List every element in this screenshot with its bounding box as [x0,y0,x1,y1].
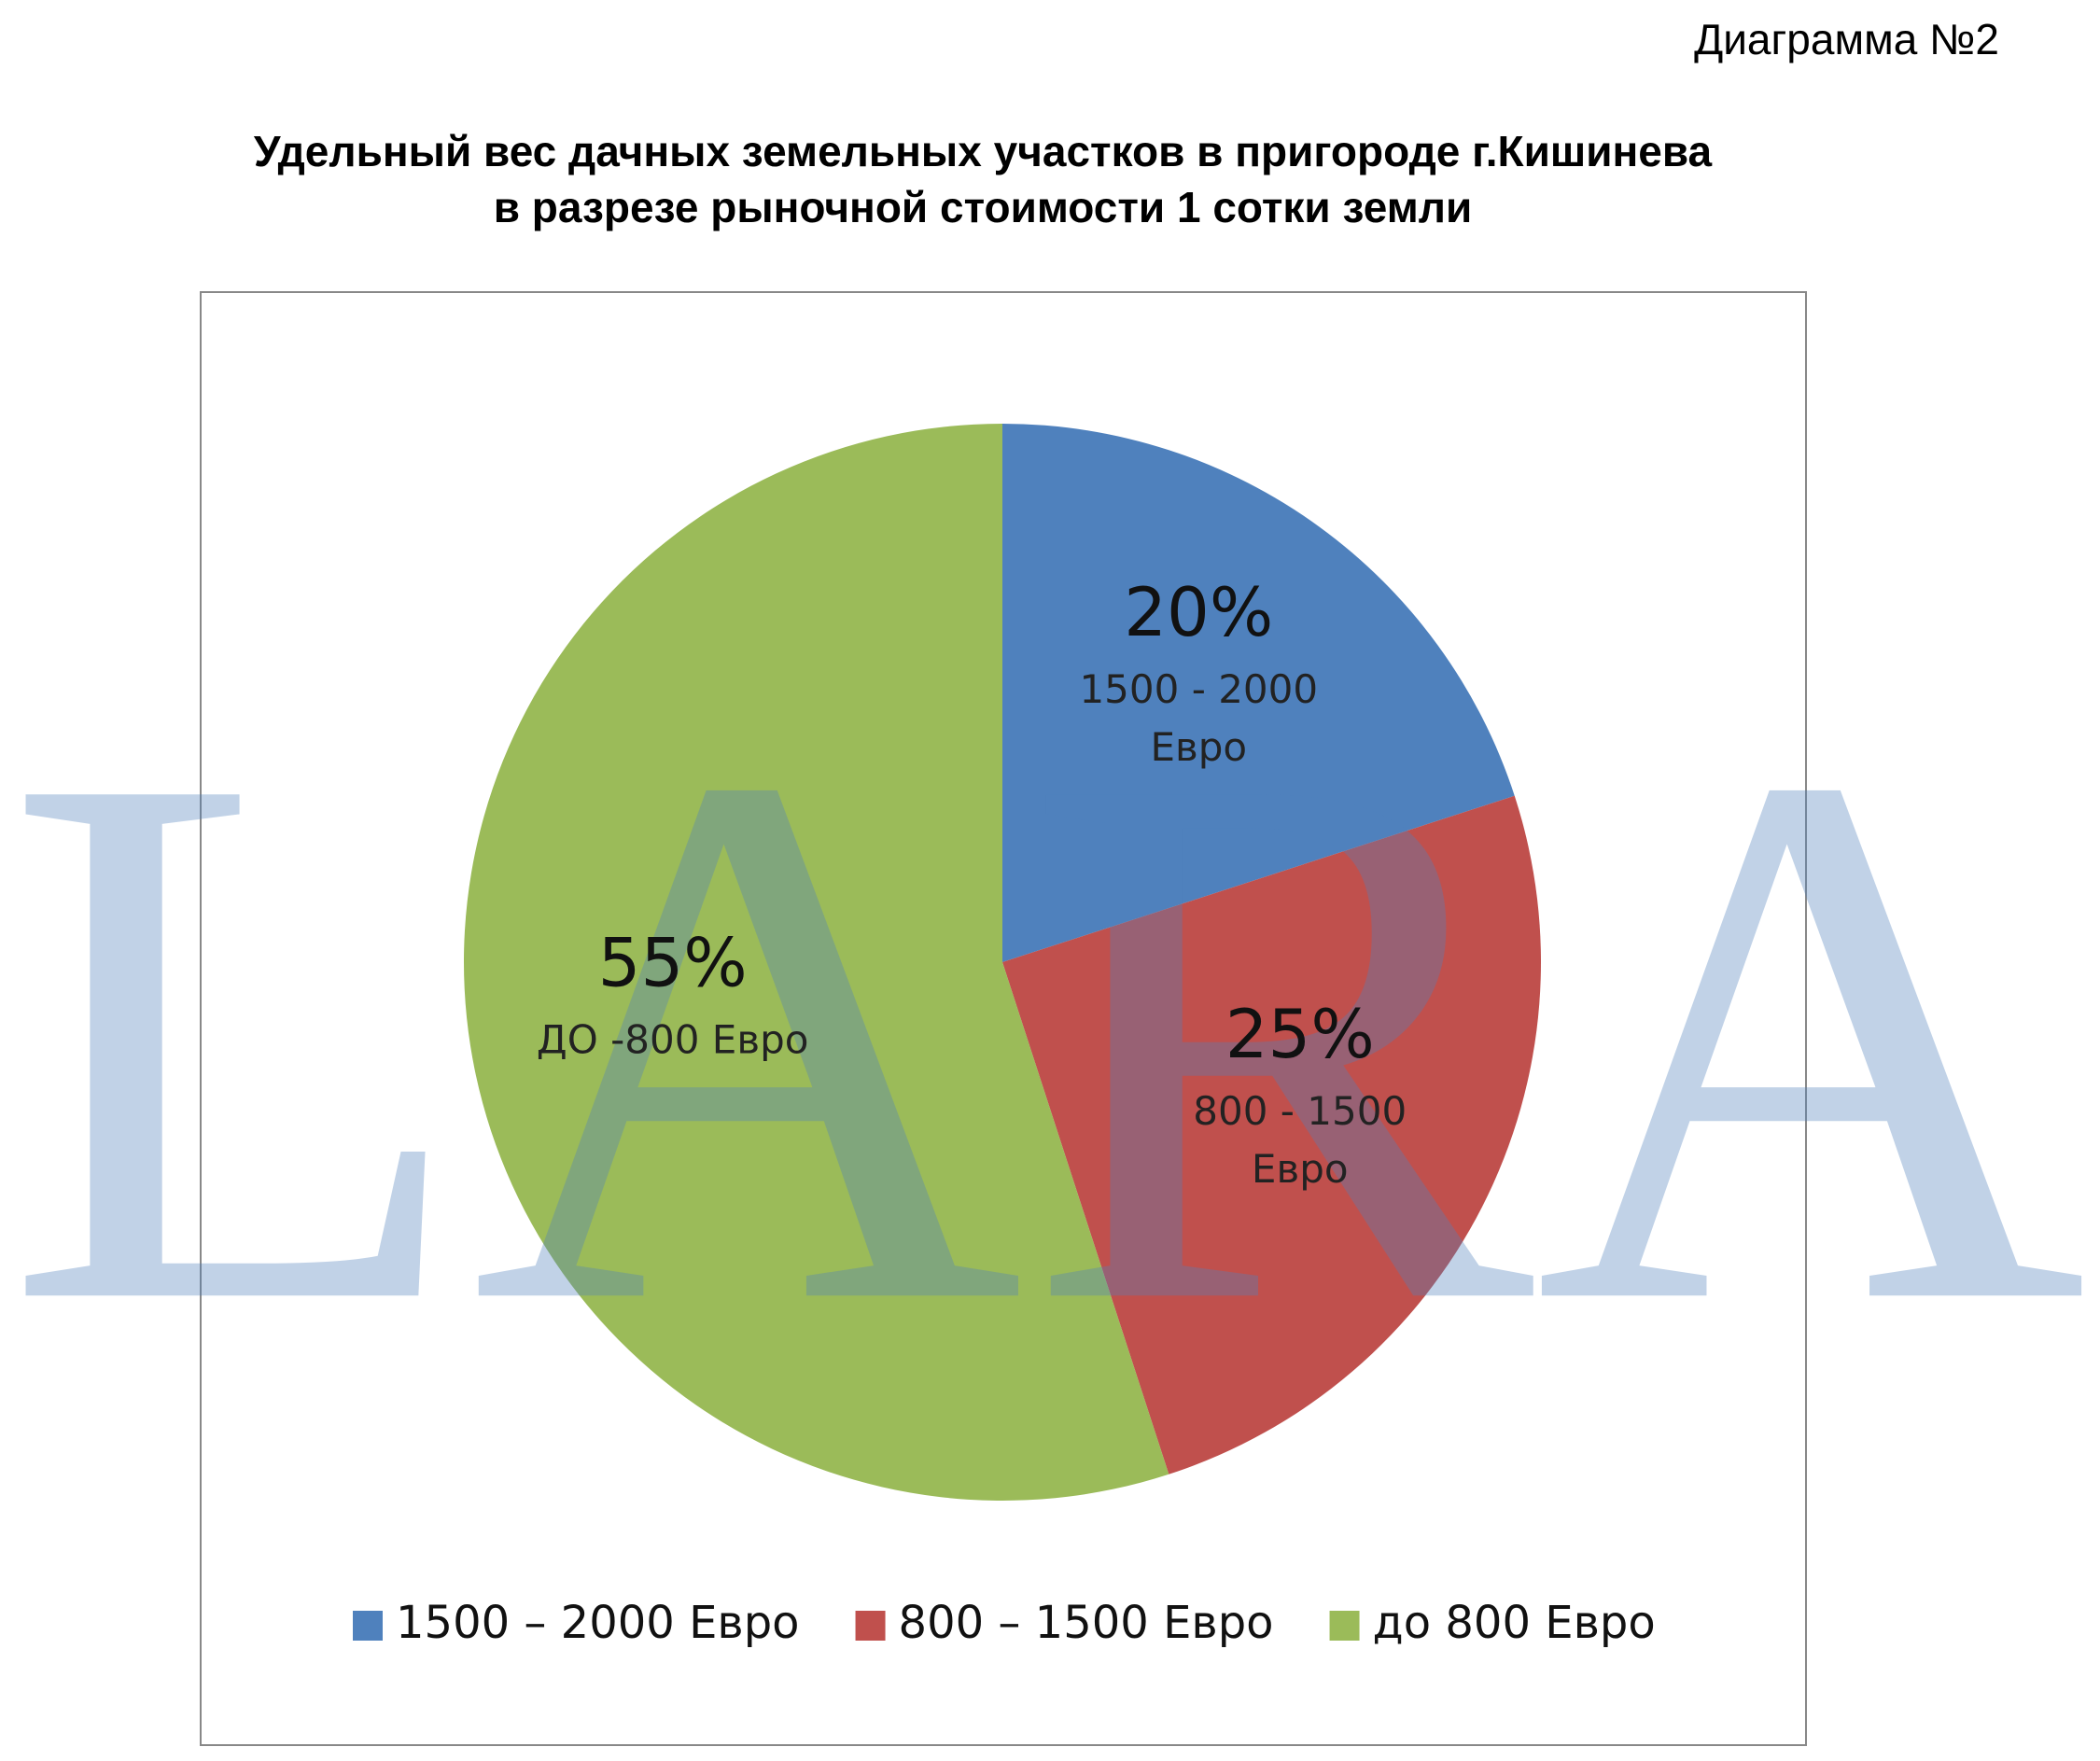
pie [464,424,1541,1501]
corner-label: Диаграмма №2 [1694,15,1999,63]
data-label: 20% [1124,573,1273,651]
chart-title: Удельный вес дачных земельных участков в… [254,127,1713,175]
slice-label: Евро [1150,724,1247,770]
legend-label: 1500 – 2000 Евро [396,1597,800,1649]
labels: 20% 1500 - 2000 Евро 25% 800 - 1500 Евро 55% ДО… [537,573,1407,1192]
chart-frame [200,291,1807,1746]
slice-label: 1500 - 2000 [1079,666,1318,712]
legend-label: 800 – 1500 Евро [899,1597,1274,1649]
pie-slice [464,424,1169,1501]
watermark: LARA [4,614,2087,1461]
slice-label: ДО -800 Евро [537,1016,809,1062]
pie-slice [1002,424,1515,962]
slice-label: Евро [1252,1146,1349,1192]
slice-label: 800 - 1500 [1193,1088,1407,1134]
legend-swatch [855,1611,886,1641]
legend-label: до 800 Евро [1373,1597,1656,1649]
chart-title: в разрезе рыночной стоимости 1 сотки зем… [494,183,1472,231]
legend: 1500 – 2000 Евро 800 – 1500 Евро до 800 Ев… [353,1597,1656,1649]
legend-swatch [353,1611,383,1641]
legend-swatch [1329,1611,1360,1641]
data-label: 25% [1225,995,1375,1073]
pie-slice [1002,795,1541,1474]
data-label: 55% [598,923,748,1001]
